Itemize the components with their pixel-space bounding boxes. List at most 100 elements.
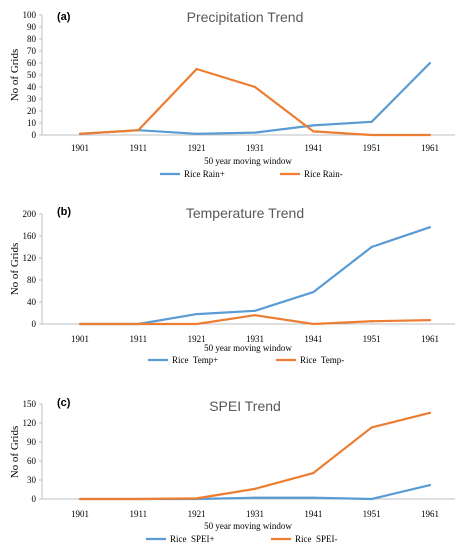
y-tick-label: 90 — [27, 437, 37, 447]
legend-label-1: Rice Rain+ — [184, 169, 225, 179]
y-tick-label: 10 — [27, 118, 37, 128]
y-tick-label: 60 — [27, 456, 37, 466]
y-axis-title: No of Grids — [9, 243, 21, 296]
series-1-point — [428, 483, 432, 487]
y-tick-label: 40 — [27, 82, 37, 92]
legend-label-1: Rice Temp+ — [172, 355, 218, 365]
y-axis-title: No of Grids — [9, 426, 21, 479]
x-tick-label: 1951 — [363, 334, 381, 344]
precip-chart-svg: (a) Precipitation Trend 0 10 20 30 40 50 60 70 80 9… — [9, 9, 455, 179]
chart-title: SPEI Trend — [209, 398, 281, 414]
series-2-point — [312, 322, 315, 326]
series-line-1 — [79, 62, 431, 135]
legend-label-2: Rice Temp- — [300, 355, 344, 365]
series-1-point — [370, 120, 373, 123]
series-2-point — [78, 132, 82, 135]
series-1-point — [253, 131, 257, 134]
x-tick-label: 1931 — [246, 143, 264, 153]
series-1-point — [312, 124, 315, 127]
series-2-point — [428, 319, 432, 322]
x-tick-label: 1961 — [421, 509, 439, 519]
x-tick-label: 1941 — [304, 143, 322, 153]
series-1-point — [370, 497, 373, 501]
temperature-trend-chart: (b) Temperature Trend 0 40 80 120 160 200 1901 19… — [0, 184, 468, 368]
legend-label-2: Rice SPEI- — [295, 534, 338, 544]
x-tick-label: 1931 — [246, 509, 264, 519]
x-tick-label: 1931 — [246, 334, 264, 344]
y-tick-label: 30 — [27, 475, 37, 485]
y-tick-label: 160 — [23, 231, 37, 241]
series-2-point — [428, 411, 432, 414]
x-tick-label: 1901 — [71, 143, 89, 153]
series-2-point — [253, 314, 257, 317]
y-tick-label: 200 — [23, 209, 37, 219]
series-2-point — [253, 85, 257, 89]
series-2-point — [78, 322, 82, 326]
series-2-point — [78, 497, 82, 501]
series-1-point — [195, 313, 198, 316]
y-tick-label: 40 — [27, 297, 37, 307]
temp-chart-svg: (b) Temperature Trend 0 40 80 120 160 200 1901 19… — [9, 205, 455, 365]
series-1-point — [370, 245, 373, 249]
y-tick-label: 120 — [23, 253, 37, 263]
x-tick-label: 1951 — [363, 509, 381, 519]
x-axis-title: 50 year moving window — [204, 156, 292, 166]
x-tick-label: 1911 — [129, 334, 147, 344]
y-tick-label: 60 — [27, 58, 37, 68]
series-1-point — [195, 132, 198, 135]
series-1-point — [312, 291, 315, 294]
series-1-point — [253, 496, 257, 499]
x-axis-title: 50 year moving window — [204, 521, 292, 531]
x-tick-label: 1911 — [129, 509, 147, 519]
legend-label-2: Rice Rain- — [304, 169, 343, 179]
series-2-point — [137, 497, 140, 501]
spei-trend-chart: (c) SPEI Trend 0 30 60 90 120 150 1901 1911 1921 19… — [0, 368, 468, 550]
series-1-point — [428, 226, 432, 229]
series-2-point — [253, 487, 257, 490]
series-2-point — [137, 322, 140, 326]
x-tick-label: 1921 — [188, 509, 206, 519]
series-2-point — [195, 322, 198, 326]
x-tick-label: 1951 — [363, 143, 381, 153]
series-2-point — [312, 471, 315, 475]
x-tick-label: 1911 — [129, 143, 147, 153]
x-tick-label: 1941 — [304, 334, 322, 344]
spei-chart-svg: (c) SPEI Trend 0 30 60 90 120 150 1901 1911 1921 19… — [9, 397, 455, 544]
x-tick-label: 1961 — [421, 143, 439, 153]
y-tick-label: 80 — [27, 34, 37, 44]
series-line-1 — [80, 226, 431, 326]
series-line-2 — [80, 411, 431, 501]
y-tick-label: 70 — [27, 46, 37, 56]
y-tick-label: 150 — [23, 399, 37, 409]
series-2-point — [370, 133, 373, 137]
series-2-point — [428, 133, 432, 137]
series-2-point — [137, 129, 140, 132]
y-tick-label: 120 — [23, 418, 37, 428]
chart-title: Precipitation Trend — [187, 9, 304, 25]
series-1-point — [253, 309, 257, 312]
series-line-2 — [80, 314, 431, 326]
series-1-point — [312, 496, 315, 499]
x-tick-label: 1901 — [71, 334, 89, 344]
x-tick-label: 1921 — [188, 143, 206, 153]
x-tick-label: 1921 — [188, 334, 206, 344]
series-2-point — [312, 130, 315, 133]
x-tick-label: 1961 — [421, 334, 439, 344]
precipitation-trend-chart: (a) Precipitation Trend 0 10 20 30 40 50 60 70 80 9… — [0, 0, 468, 184]
panel-label: (a) — [57, 11, 71, 23]
y-tick-label: 20 — [27, 106, 37, 116]
y-tick-label: 0 — [32, 319, 37, 329]
x-tick-label: 1941 — [304, 509, 322, 519]
y-tick-label: 30 — [27, 94, 37, 104]
y-tick-label: 50 — [27, 70, 37, 80]
y-axis-title: No of Grids — [9, 49, 21, 102]
panel-label: (c) — [57, 397, 71, 409]
chart-title: Temperature Trend — [186, 205, 304, 221]
y-tick-label: 0 — [32, 130, 37, 140]
x-tick-label: 1901 — [71, 509, 89, 519]
series-2-point — [370, 320, 373, 323]
y-tick-label: 0 — [32, 494, 37, 504]
x-axis-title: 50 year moving window — [204, 343, 292, 353]
series-line-2 — [79, 67, 430, 137]
y-tick-label: 90 — [27, 22, 37, 32]
